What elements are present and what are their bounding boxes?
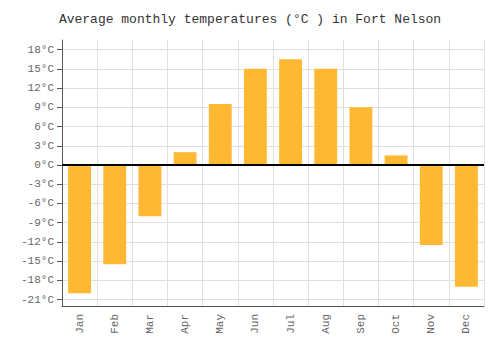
svg-text:6°C: 6°C xyxy=(34,121,54,133)
svg-text:Jan: Jan xyxy=(74,314,86,334)
svg-text:Sep: Sep xyxy=(355,314,367,334)
svg-text:Jun: Jun xyxy=(249,314,261,334)
svg-text:-21°C: -21°C xyxy=(21,294,54,306)
svg-text:-12°C: -12°C xyxy=(21,236,54,248)
svg-text:15°C: 15°C xyxy=(28,63,55,75)
svg-text:Oct: Oct xyxy=(390,314,402,334)
svg-text:Mar: Mar xyxy=(144,314,156,334)
svg-text:3°C: 3°C xyxy=(34,140,54,152)
svg-text:May: May xyxy=(214,314,226,334)
svg-text:9°C: 9°C xyxy=(34,101,54,113)
svg-text:12°C: 12°C xyxy=(28,82,55,94)
svg-text:18°C: 18°C xyxy=(28,44,55,56)
svg-text:Average monthly temperatures (: Average monthly temperatures (°C ) in Fo… xyxy=(59,12,441,27)
svg-text:Jul: Jul xyxy=(285,314,297,334)
svg-text:Apr: Apr xyxy=(179,314,191,334)
svg-text:-15°C: -15°C xyxy=(21,255,54,267)
svg-text:-9°C: -9°C xyxy=(28,217,55,229)
svg-text:-3°C: -3°C xyxy=(28,178,55,190)
svg-text:Nov: Nov xyxy=(425,314,437,334)
svg-text:Dec: Dec xyxy=(460,314,472,334)
svg-text:-18°C: -18°C xyxy=(21,274,54,286)
svg-text:Aug: Aug xyxy=(320,314,332,334)
svg-text:0°C: 0°C xyxy=(34,159,54,171)
svg-text:-6°C: -6°C xyxy=(28,197,55,209)
svg-text:Feb: Feb xyxy=(109,314,121,334)
